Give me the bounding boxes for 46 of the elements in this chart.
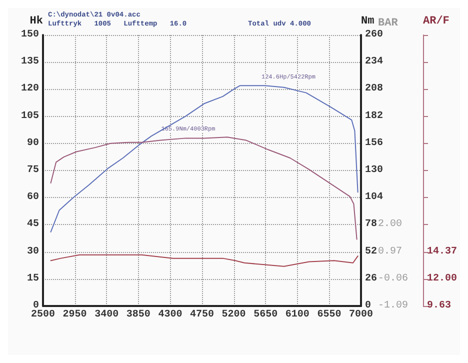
y-axis-title: Hk bbox=[30, 16, 44, 28]
x-tick-label: 4300 bbox=[158, 310, 182, 320]
y3-tick-label: 12.00 bbox=[426, 273, 458, 284]
y-tick-label: 120 bbox=[20, 84, 39, 95]
y-tick-label: 15 bbox=[26, 273, 39, 284]
y-tick-label: 90 bbox=[26, 138, 39, 149]
y-tick-label: 150 bbox=[20, 30, 39, 40]
y2-tick-label: 260 bbox=[364, 30, 384, 40]
y2-tick-label: 26 bbox=[364, 273, 378, 284]
y-tick-label: 60 bbox=[26, 192, 39, 204]
y3-tick-label: 9.63 bbox=[426, 300, 452, 312]
text: -0.06 bbox=[378, 273, 408, 284]
x-tick-label: 6550 bbox=[317, 310, 342, 320]
x-tick-label: 4750 bbox=[190, 310, 214, 320]
line-series bbox=[50, 254, 358, 267]
y2-tick-label: 234 bbox=[364, 56, 384, 68]
x-tick-label: 6100 bbox=[285, 310, 310, 320]
y2-tick-label: 156 bbox=[364, 138, 384, 149]
text: 0.97 bbox=[378, 246, 402, 258]
y2-tick-label: 78 bbox=[364, 219, 378, 230]
y-tick-label: 75 bbox=[26, 165, 39, 176]
text: BAR bbox=[378, 18, 398, 30]
text: -1.09 bbox=[378, 300, 408, 312]
y3-axis-title: AR/F bbox=[422, 16, 450, 28]
line-series bbox=[50, 85, 358, 232]
text: 2.00 bbox=[378, 219, 402, 230]
y2-tick-label: 182 bbox=[364, 110, 384, 122]
y-tick-label: 30 bbox=[26, 246, 39, 258]
y2-tick-label: 104 bbox=[364, 192, 384, 204]
x-tick-label: 3850 bbox=[126, 310, 150, 320]
y-tick-label: 45 bbox=[26, 219, 39, 230]
y-tick-label: 105 bbox=[20, 110, 39, 122]
y2-tick-label: 208 bbox=[364, 84, 384, 95]
line-series bbox=[50, 136, 358, 240]
x-tick-label: 2500 bbox=[30, 310, 56, 320]
y2-tick-label: 0 bbox=[364, 300, 372, 312]
x-tick-label: 5650 bbox=[254, 310, 278, 320]
y3-tick-label: 14.37 bbox=[426, 246, 458, 258]
x-tick-label: 3400 bbox=[94, 310, 119, 320]
y-tick-label: 135 bbox=[20, 56, 39, 68]
y2-axis-title: Nm bbox=[360, 16, 375, 28]
y2-tick-label: 52 bbox=[364, 246, 378, 258]
y2-tick-label: 130 bbox=[364, 165, 384, 176]
x-tick-label: 7000 bbox=[348, 310, 374, 320]
x-tick-label: 2950 bbox=[62, 310, 87, 320]
x-tick-label: 5200 bbox=[222, 310, 246, 320]
